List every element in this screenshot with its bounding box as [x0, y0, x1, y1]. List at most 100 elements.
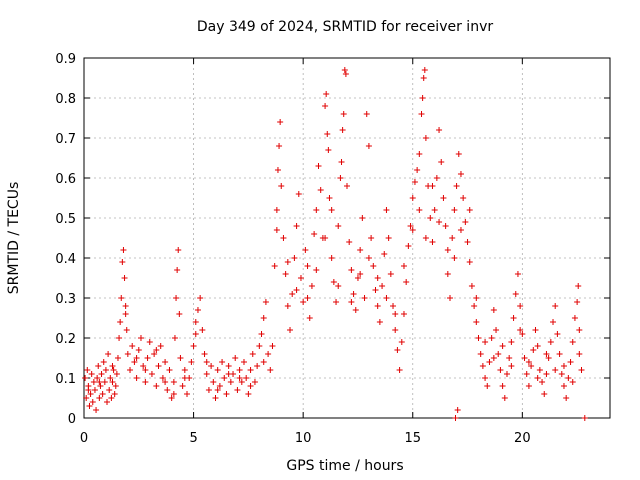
data-point	[429, 239, 436, 245]
data-point	[475, 335, 482, 341]
data-point	[490, 307, 497, 313]
data-point	[460, 195, 467, 201]
data-point	[344, 183, 350, 189]
data-point	[387, 271, 394, 277]
data-point	[532, 327, 539, 333]
data-point	[102, 367, 109, 373]
data-point	[127, 367, 134, 373]
data-point	[508, 363, 515, 369]
data-point	[359, 215, 366, 221]
data-point	[269, 343, 276, 349]
data-point	[181, 367, 188, 373]
y-tick-label: 0.5	[55, 212, 76, 227]
data-point	[232, 355, 239, 361]
data-point	[495, 351, 502, 357]
data-point	[357, 247, 364, 253]
data-point	[133, 355, 140, 361]
data-point	[216, 383, 223, 389]
data-point	[300, 299, 307, 305]
data-point	[88, 371, 95, 377]
data-point	[170, 391, 177, 397]
data-point	[552, 367, 559, 373]
data-point	[400, 311, 407, 317]
data-point	[295, 191, 302, 197]
axis-ticks: 0 0.1 0.2 0.3 0.4 0.5 0.6 0.7 0.8 0.9 0 5 10 15 20	[55, 52, 610, 446]
data-point	[503, 371, 510, 377]
data-point	[464, 239, 471, 245]
data-point	[348, 299, 355, 305]
data-point	[486, 359, 493, 365]
data-point	[421, 67, 428, 73]
data-point	[129, 343, 136, 349]
data-point	[262, 299, 269, 305]
data-point	[392, 311, 399, 317]
data-point	[322, 235, 329, 241]
data-point	[530, 347, 537, 353]
data-point	[93, 407, 100, 413]
data-point	[569, 379, 576, 385]
data-point	[525, 359, 532, 365]
data-point	[214, 367, 221, 373]
data-point	[326, 195, 333, 201]
data-point	[153, 383, 160, 389]
data-point	[162, 379, 169, 385]
data-point	[85, 387, 92, 393]
data-point	[267, 367, 274, 373]
data-point	[249, 351, 256, 357]
data-point	[473, 295, 480, 301]
data-point	[265, 351, 272, 357]
data-point	[374, 275, 381, 281]
data-point	[271, 263, 278, 269]
data-point	[177, 355, 184, 361]
data-point	[142, 379, 149, 385]
data-point	[451, 255, 458, 261]
data-point	[101, 379, 108, 385]
data-point	[308, 283, 315, 289]
data-point	[436, 127, 443, 133]
data-point	[521, 355, 528, 361]
data-point	[219, 359, 226, 365]
data-point	[365, 255, 372, 261]
data-point	[238, 379, 245, 385]
data-point	[203, 371, 210, 377]
data-point	[501, 395, 508, 401]
data-point	[385, 235, 392, 241]
data-point	[545, 355, 552, 361]
data-point	[148, 371, 155, 377]
data-point	[247, 383, 254, 389]
data-point	[291, 255, 298, 261]
data-point	[197, 295, 204, 301]
data-point	[339, 127, 346, 133]
data-point	[111, 391, 118, 397]
data-point	[370, 263, 377, 269]
data-point	[315, 163, 322, 169]
data-point	[405, 243, 412, 249]
data-point	[273, 227, 280, 233]
data-point	[363, 111, 370, 117]
data-point	[455, 151, 462, 157]
data-point	[409, 195, 416, 201]
data-point	[258, 331, 265, 337]
data-point	[543, 351, 550, 357]
data-point	[144, 355, 151, 361]
data-point	[519, 331, 526, 337]
data-point	[256, 343, 263, 349]
data-point	[436, 219, 443, 225]
data-point	[368, 235, 375, 241]
data-point	[277, 119, 284, 125]
data-point	[304, 263, 311, 269]
data-point	[89, 399, 96, 405]
data-point	[243, 375, 250, 381]
data-point	[400, 263, 407, 269]
data-point	[512, 291, 519, 297]
data-point	[122, 311, 129, 317]
data-point	[510, 315, 517, 321]
plot-frame	[83, 57, 611, 419]
data-point	[379, 283, 386, 289]
y-tick-label: 0.3	[55, 292, 76, 307]
data-point	[212, 395, 219, 401]
data-point	[396, 367, 403, 373]
data-point	[142, 367, 149, 373]
data-point	[166, 367, 173, 373]
data-point	[398, 339, 405, 345]
